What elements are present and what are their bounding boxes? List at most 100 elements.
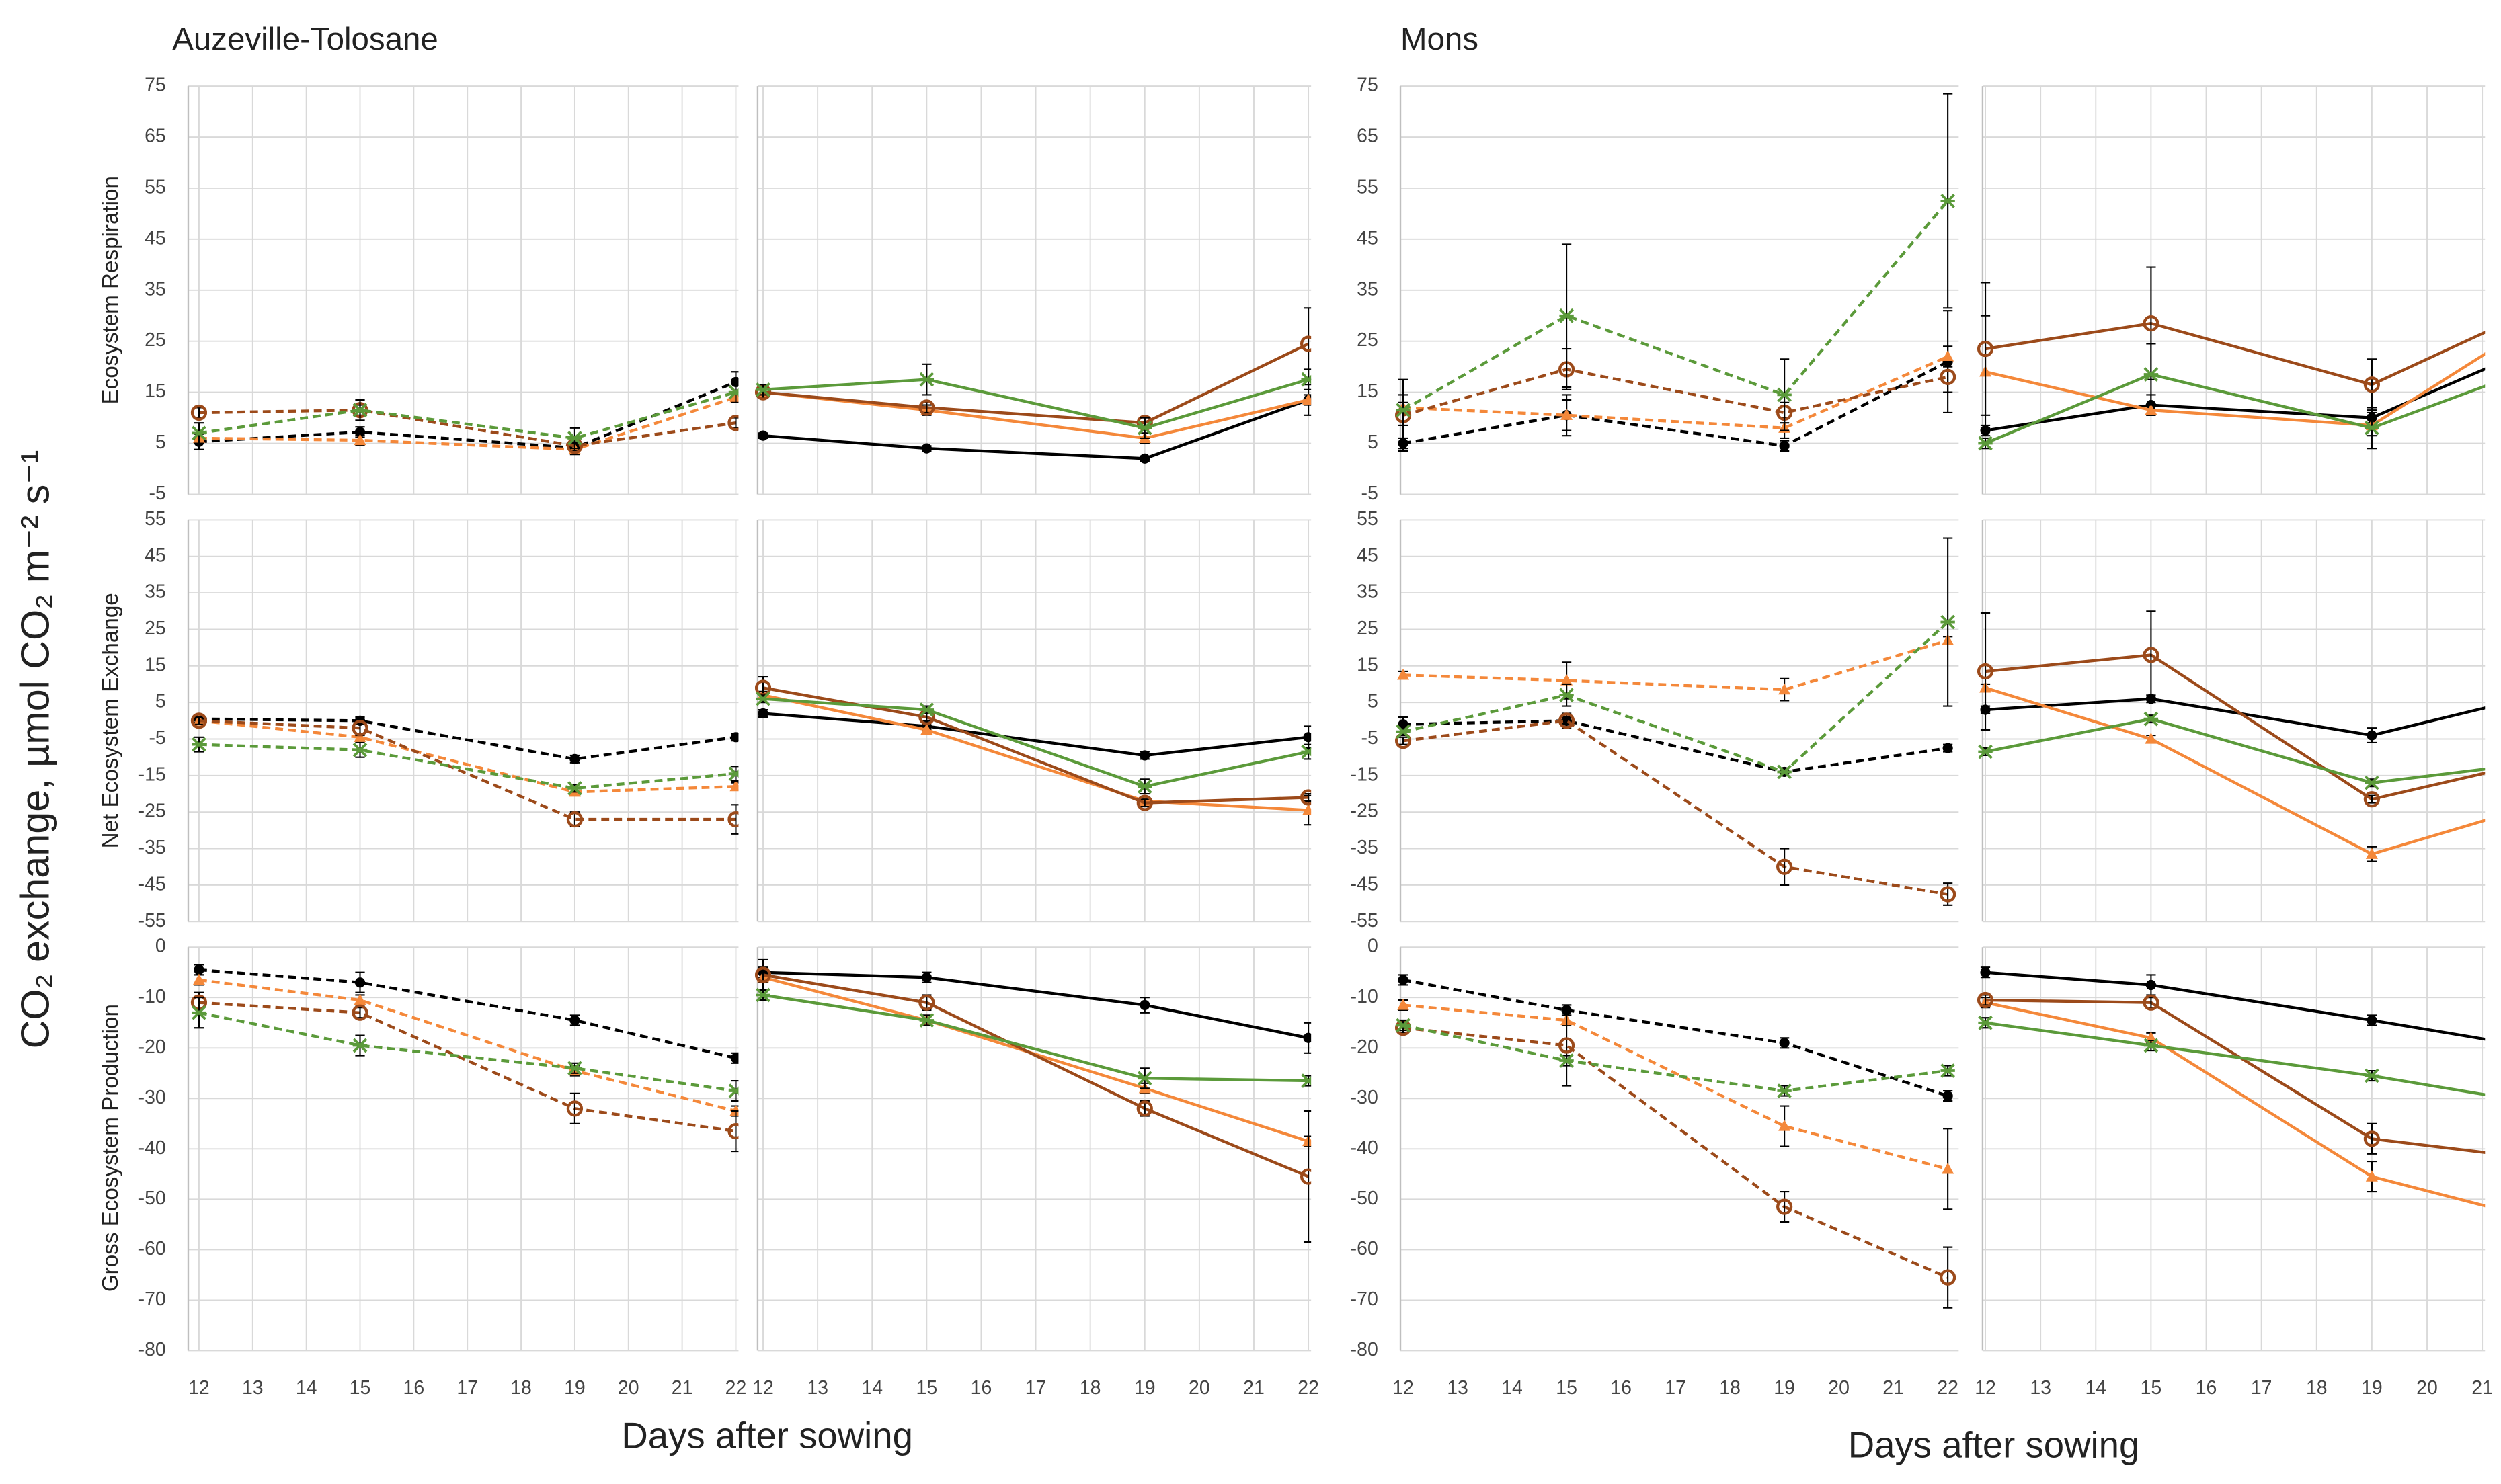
error-bar: [1561, 1004, 1572, 1087]
series-line: [1985, 321, 2486, 386]
error-bar: [2367, 1122, 2377, 1155]
data-point: [2363, 1130, 2380, 1147]
y-tick-label: -20: [138, 1036, 166, 1058]
data-point: [354, 993, 366, 1005]
data-point: [2145, 403, 2157, 415]
y-tick-label: 65: [145, 126, 166, 147]
y-tick-label: 35: [1357, 278, 1378, 300]
series-line: [762, 973, 1309, 1178]
y-tick-label: 55: [1357, 176, 1378, 198]
data-point: [919, 372, 935, 387]
data-point: [729, 780, 739, 792]
data-point: [192, 737, 206, 752]
y-tick-label: -40: [1351, 1137, 1378, 1159]
data-point: [920, 723, 933, 735]
x-tick-label: 15: [350, 1377, 371, 1399]
data-point: [1978, 436, 1993, 451]
x-tick-label: 16: [403, 1377, 425, 1399]
data-point: [1977, 991, 1994, 1009]
series-line: [762, 697, 1309, 788]
y-tick-label: 75: [145, 75, 166, 96]
data-point: [1558, 712, 1575, 729]
plot-area: [1394, 93, 1956, 452]
y-tick-label: -5: [149, 727, 165, 749]
y-tick-label: 0: [1367, 936, 1378, 957]
data-point: [1300, 789, 1312, 806]
plot-area: [754, 307, 1312, 464]
data-point: [569, 753, 580, 764]
x-tick-label: 17: [2251, 1377, 2272, 1399]
y-tick-label: 15: [145, 654, 166, 675]
error-bar: [1303, 1110, 1312, 1243]
y-tick-label: -15: [138, 764, 166, 785]
data-point: [1940, 1269, 1956, 1286]
error-bar: [1140, 798, 1150, 808]
data-point: [352, 403, 368, 418]
data-point: [1778, 1120, 1791, 1131]
error-bar: [1980, 282, 1991, 416]
data-point: [728, 384, 739, 400]
x-tick-label: 20: [1828, 1377, 1850, 1399]
y-tick-label: 15: [145, 380, 166, 402]
series-line: [1985, 367, 2486, 432]
data-point: [756, 382, 770, 397]
y-tick-label: 65: [1357, 126, 1378, 147]
data-point: [2367, 730, 2377, 741]
error-bar: [1398, 736, 1408, 745]
site-title: Mons: [1400, 22, 1478, 57]
x-tick-label: 12: [752, 1377, 774, 1399]
plot-area: [1394, 537, 1956, 906]
series-line: [1402, 360, 1949, 448]
plot-area: [190, 371, 739, 456]
series-line: [1985, 372, 2486, 445]
series-line: [762, 342, 1310, 425]
data-point: [1777, 1083, 1792, 1098]
series-line: [1402, 1003, 1948, 1171]
site-title: Auzeville-Tolosane: [172, 22, 438, 57]
y-tick-label: 25: [145, 329, 166, 351]
error-bar: [2146, 610, 2156, 700]
series-line: [1985, 1021, 2486, 1096]
series-line: [762, 993, 1309, 1083]
data-point: [758, 708, 768, 719]
x-tick-label: 16: [2196, 1377, 2217, 1399]
y-tick-label: 5: [1367, 691, 1378, 712]
data-point: [756, 987, 770, 1003]
x-tick-label: 22: [1298, 1377, 1319, 1399]
data-point: [2363, 791, 2380, 808]
data-point: [730, 732, 739, 743]
data-point: [2367, 1015, 2377, 1026]
data-point: [354, 731, 366, 742]
y-tick-label: 75: [1357, 75, 1378, 96]
data-point: [1559, 688, 1574, 703]
x-tick-label: 15: [2141, 1377, 2162, 1399]
series-line: [1985, 352, 2486, 427]
plot-area: [1977, 610, 2486, 862]
y-tick-label: -25: [138, 800, 166, 822]
series-line: [1985, 717, 2486, 784]
data-point: [567, 781, 582, 796]
series-line: [762, 378, 1309, 429]
x-tick-label: 17: [1025, 1377, 1047, 1399]
y-tick-label: -30: [1351, 1087, 1378, 1108]
data-point: [1779, 1038, 1790, 1048]
series-line: [1985, 971, 2486, 1041]
series-line: [762, 971, 1309, 1040]
data-point: [1140, 453, 1150, 464]
x-tick-label: 20: [1189, 1377, 1210, 1399]
x-tick-label: 17: [456, 1377, 478, 1399]
x-tick-label: 14: [296, 1377, 317, 1399]
y-tick-label: -45: [1351, 873, 1378, 895]
error-bar: [731, 1110, 739, 1153]
y-tick-label: -70: [138, 1288, 166, 1310]
series-line: [1985, 686, 2486, 856]
series-line: [762, 712, 1309, 757]
data-point: [756, 691, 770, 706]
series-line: [198, 409, 736, 448]
data-point: [1942, 1162, 1954, 1174]
data-point: [2143, 647, 2159, 663]
y-tick-label: -50: [138, 1188, 166, 1209]
error-bar: [1943, 360, 1953, 393]
data-point: [190, 404, 208, 421]
data-point: [1396, 1018, 1411, 1033]
